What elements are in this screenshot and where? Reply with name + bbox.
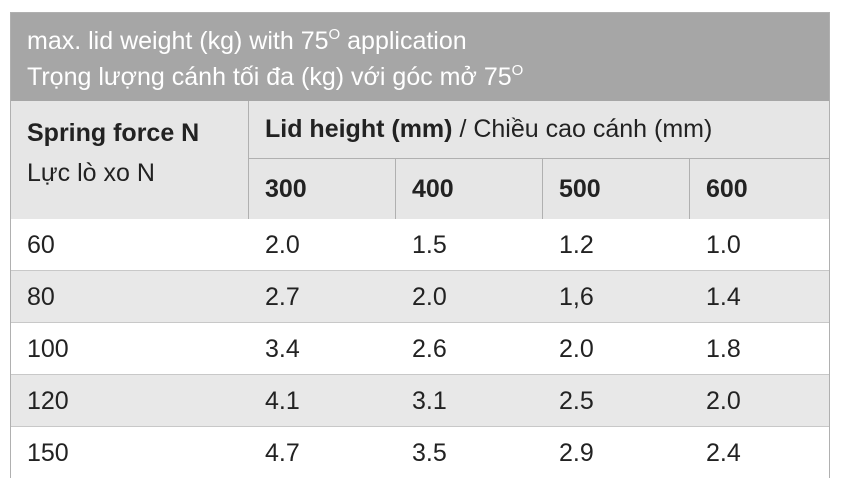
table-cell: 4.1 <box>265 386 300 415</box>
table: max. lid weight (kg) with 75O applicatio… <box>10 12 830 479</box>
table-cell: 2.0 <box>265 230 300 259</box>
table-cell: 120 <box>27 386 69 415</box>
table-cell: 4.7 <box>265 438 300 467</box>
table-cell: 2.0 <box>412 282 447 311</box>
table-cell: 80 <box>27 282 55 311</box>
table-cell: 1.8 <box>706 334 741 363</box>
column-header: 500 <box>543 159 690 219</box>
table-row <box>11 323 829 375</box>
table-cell: 2.0 <box>706 386 741 415</box>
table-cell: 2.9 <box>559 438 594 467</box>
table-cell: 1,6 <box>559 282 594 311</box>
header-text: / Chiều cao cánh (mm) <box>459 115 713 143</box>
title-text: max. lid weight (kg) with 75 <box>27 27 329 55</box>
table-cell: 1.2 <box>559 230 594 259</box>
title-line: Trọng lượng cánh tối đa (kg) với góc mở … <box>27 61 829 97</box>
table-cell: 1.4 <box>706 282 741 311</box>
table-cell: 60 <box>27 230 55 259</box>
title-sup: O <box>328 26 341 43</box>
table-cell: 3.1 <box>412 386 447 415</box>
table-cell: 3.5 <box>412 438 447 467</box>
table-title: max. lid weight (kg) with 75O applicatio… <box>11 13 829 101</box>
title-text: application <box>340 27 467 55</box>
table-cell: 2.6 <box>412 334 447 363</box>
column-header: 600 <box>690 159 829 219</box>
title-line: max. lid weight (kg) with 75O applicatio… <box>27 25 829 61</box>
title-text: Trọng lượng cánh tối đa (kg) với góc mở … <box>27 63 512 91</box>
title-sup: O <box>511 62 524 79</box>
table-cell: 150 <box>27 438 69 467</box>
table-cell: 3.4 <box>265 334 300 363</box>
table-row <box>11 375 829 427</box>
table-cell: 2.0 <box>559 334 594 363</box>
table-cell: 1.0 <box>706 230 741 259</box>
table-row <box>11 427 829 479</box>
column-header: 300 <box>249 159 396 219</box>
table-cell: 2.4 <box>706 438 741 467</box>
table-cell: 1.5 <box>412 230 447 259</box>
column-header: 400 <box>396 159 543 219</box>
table-cell: 2.7 <box>265 282 300 311</box>
table-cell: 100 <box>27 334 69 363</box>
table-row <box>11 271 829 323</box>
header-text: Lực lò xo N <box>27 159 155 187</box>
spring-header: Spring force N Lực lò xo N <box>11 101 249 219</box>
table-row <box>11 219 829 271</box>
lid-header: Lid height (mm) / Chiều cao cánh (mm) <box>249 101 829 159</box>
table-cell: 2.5 <box>559 386 594 415</box>
header-text: Spring force N <box>27 119 200 147</box>
header-text: Lid height (mm) <box>265 115 453 143</box>
